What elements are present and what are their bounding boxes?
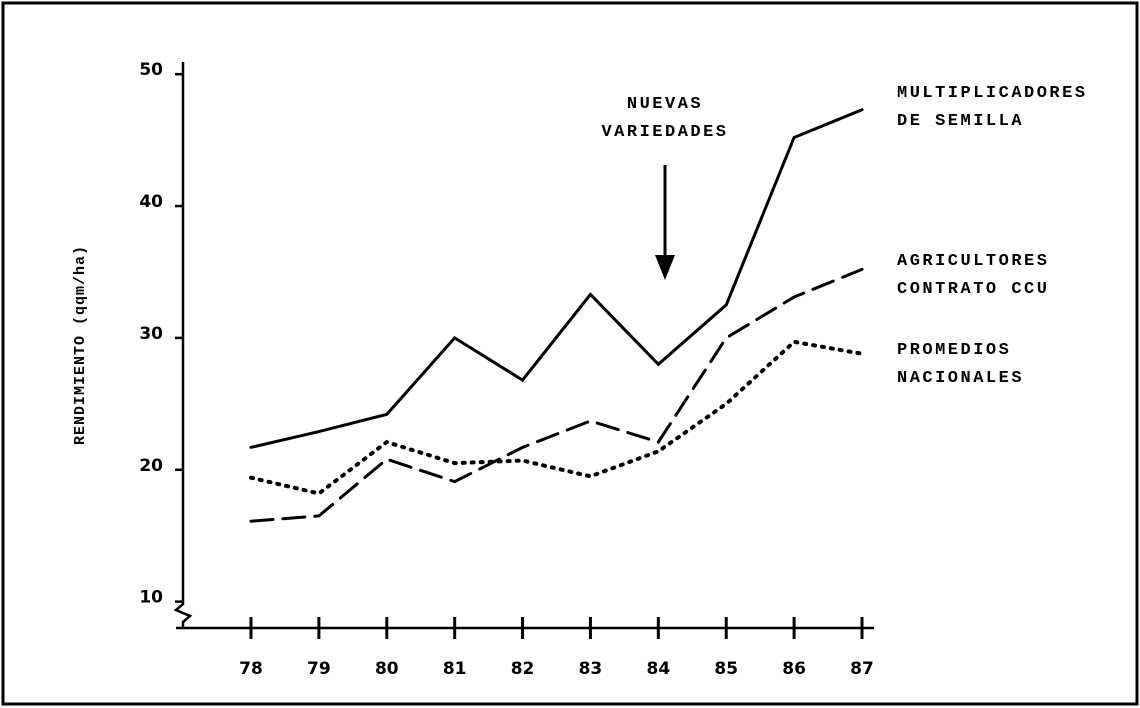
series-label: MULTIPLICADORES DE SEMILLA — [897, 84, 1088, 131]
x-tick-label: 84 — [646, 659, 670, 679]
y-axis-label: RENDIMIENTO (qqm/ha) — [72, 245, 89, 445]
series-line — [249, 339, 864, 496]
series-label: AGRICULTORES CONTRATO CCU — [897, 252, 1050, 299]
x-tick-label: 87 — [850, 659, 874, 679]
series-line — [249, 267, 864, 523]
series-line — [249, 108, 864, 449]
y-tick-label: 10 — [139, 588, 163, 608]
y-tick-label: 20 — [139, 456, 163, 476]
x-tick-label: 81 — [443, 659, 467, 679]
arrow-head — [655, 255, 675, 280]
x-tick-label: 86 — [782, 659, 806, 679]
series-label: PROMEDIOS NACIONALES — [897, 341, 1025, 388]
y-tick-label: 40 — [139, 192, 163, 212]
x-tick-label: 78 — [239, 659, 263, 679]
x-tick-label: 79 — [307, 659, 331, 679]
x-tick-label: 83 — [579, 659, 603, 679]
x-tick-label: 82 — [511, 659, 535, 679]
y-tick-label: 50 — [139, 60, 163, 80]
y-tick-label: 30 — [139, 324, 163, 344]
annotation: NUEVAS VARIEDADES — [601, 95, 729, 142]
x-tick-label: 80 — [375, 659, 399, 679]
y-axis — [173, 62, 193, 628]
x-tick-label: 85 — [714, 659, 738, 679]
